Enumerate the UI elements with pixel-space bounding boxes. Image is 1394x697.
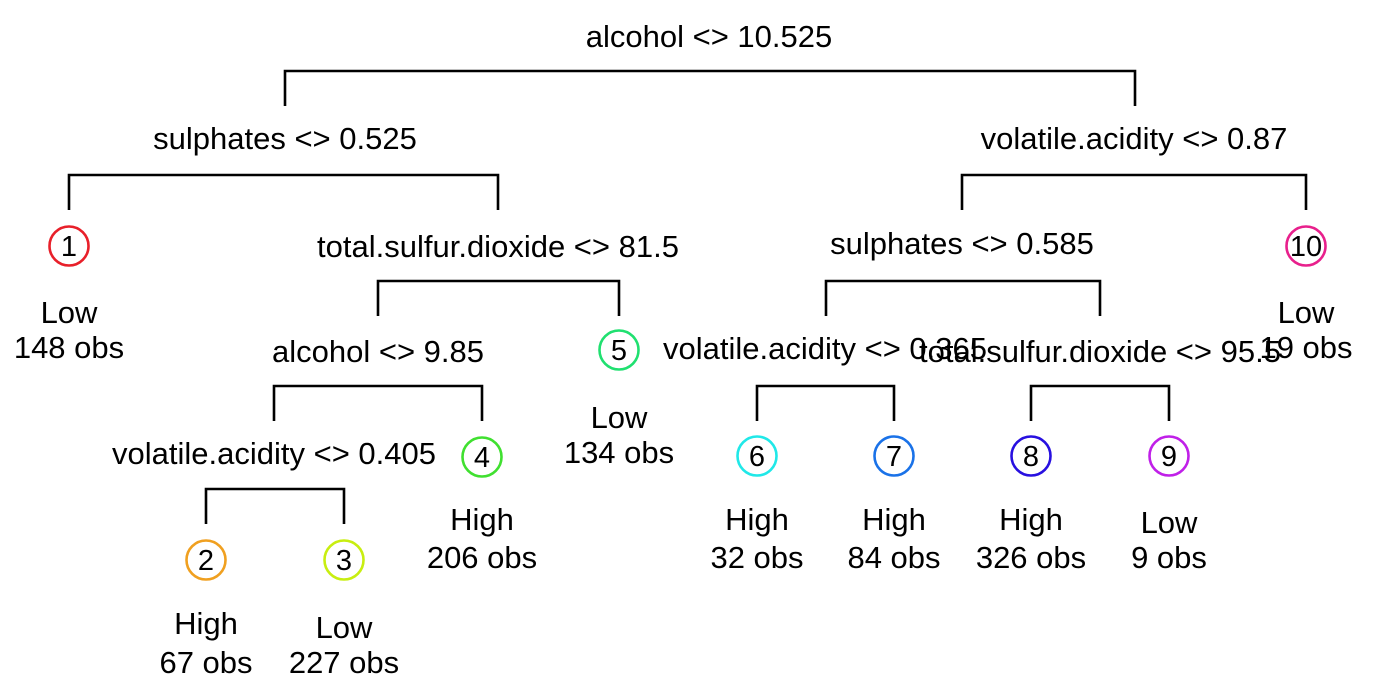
leaf-7-number: 7 <box>886 441 902 473</box>
leaf-1: 1 Low 148 obs <box>14 225 124 365</box>
leaf-10: 10 Low 19 obs <box>1259 225 1353 365</box>
branch-s-right <box>960 173 1308 210</box>
leaf-1-number: 1 <box>61 231 77 263</box>
leaf-9-circle <box>1148 435 1190 477</box>
leaf-3-obs: 227 obs <box>289 645 399 680</box>
leaf-8-class: High <box>999 502 1063 537</box>
split-label-alcohol-left: alcohol <> 9.85 <box>272 334 484 369</box>
leaf-4: 4 High 206 obs <box>427 436 537 575</box>
leaf-6-class: High <box>725 502 789 537</box>
leaf-2: 2 High 67 obs <box>159 539 253 680</box>
split-label-root: alcohol <> 10.525 <box>586 19 833 54</box>
leaf-4-class: High <box>450 502 514 537</box>
leaf-7: 7 High 84 obs <box>847 435 941 575</box>
leaf-4-circle <box>461 436 503 478</box>
branch-s-left <box>67 173 500 210</box>
leaf-8-number: 8 <box>1023 441 1039 473</box>
leaf-5: 5 Low 134 obs <box>564 329 674 470</box>
leaf-6-circle <box>736 435 778 477</box>
split-label-volatile-acidity-left: volatile.acidity <> 0.405 <box>112 436 436 471</box>
leaf-2-obs: 67 obs <box>159 645 252 680</box>
leaf-7-class: High <box>862 502 926 537</box>
leaf-5-circle <box>598 329 640 371</box>
split-label-total-sulfur-dioxide-right: total.sulfur.dioxide <> 95.5 <box>919 334 1281 369</box>
leaf-10-class: Low <box>1278 295 1335 330</box>
leaves: 1 Low 148 obs 2 High 67 obs 3 Low 227 ob… <box>14 225 1353 680</box>
branch-s-right-left <box>824 279 1102 316</box>
leaf-8-circle <box>1010 435 1052 477</box>
split-label-volatile-acidity-mid: volatile.acidity <> 0.365 <box>663 331 987 366</box>
leaf-5-number: 5 <box>611 335 627 367</box>
leaf-2-class: High <box>174 606 238 641</box>
leaf-3-class: Low <box>316 610 373 645</box>
leaf-10-obs: 19 obs <box>1259 330 1352 365</box>
leaf-3-circle <box>323 539 365 581</box>
leaf-9-class: Low <box>1141 505 1198 540</box>
branch-s-rlr <box>1029 384 1171 421</box>
leaf-8-obs: 326 obs <box>976 540 1086 575</box>
leaf-1-circle <box>48 225 90 267</box>
leaf-10-circle <box>1285 225 1327 267</box>
leaf-3: 3 Low 227 obs <box>289 539 399 680</box>
leaf-5-obs: 134 obs <box>564 435 674 470</box>
leaf-7-circle <box>873 435 915 477</box>
leaf-1-class: Low <box>41 295 98 330</box>
leaf-3-number: 3 <box>336 545 352 577</box>
branches <box>67 69 1308 524</box>
split-label-volatile-acidity-right: volatile.acidity <> 0.87 <box>981 121 1288 156</box>
branch-s-lrl <box>272 384 484 421</box>
leaf-4-obs: 206 obs <box>427 540 537 575</box>
leaf-4-number: 4 <box>474 442 490 474</box>
leaf-8: 8 High 326 obs <box>976 435 1086 575</box>
split-label-total-sulfur-dioxide-left: total.sulfur.dioxide <> 81.5 <box>317 229 679 264</box>
split-label-sulphates-left: sulphates <> 0.525 <box>153 121 417 156</box>
branch-root <box>283 69 1137 106</box>
leaf-7-obs: 84 obs <box>847 540 940 575</box>
leaf-1-obs: 148 obs <box>14 330 124 365</box>
leaf-5-class: Low <box>591 400 648 435</box>
leaf-2-number: 2 <box>198 545 214 577</box>
leaf-2-circle <box>185 539 227 581</box>
leaf-10-number: 10 <box>1290 231 1322 263</box>
leaf-9: 9 Low 9 obs <box>1131 435 1207 575</box>
leaf-6-number: 6 <box>749 441 765 473</box>
split-label-sulphates-right: sulphates <> 0.585 <box>830 226 1094 261</box>
leaf-6: 6 High 32 obs <box>710 435 804 575</box>
split-labels: alcohol <> 10.525 sulphates <> 0.525 vol… <box>112 19 1287 471</box>
leaf-6-obs: 32 obs <box>710 540 803 575</box>
branch-s-left-right <box>376 279 621 316</box>
leaf-9-obs: 9 obs <box>1131 540 1207 575</box>
leaf-9-number: 9 <box>1161 441 1177 473</box>
branch-s-lrll <box>204 487 346 524</box>
branch-s-rll <box>755 384 896 421</box>
